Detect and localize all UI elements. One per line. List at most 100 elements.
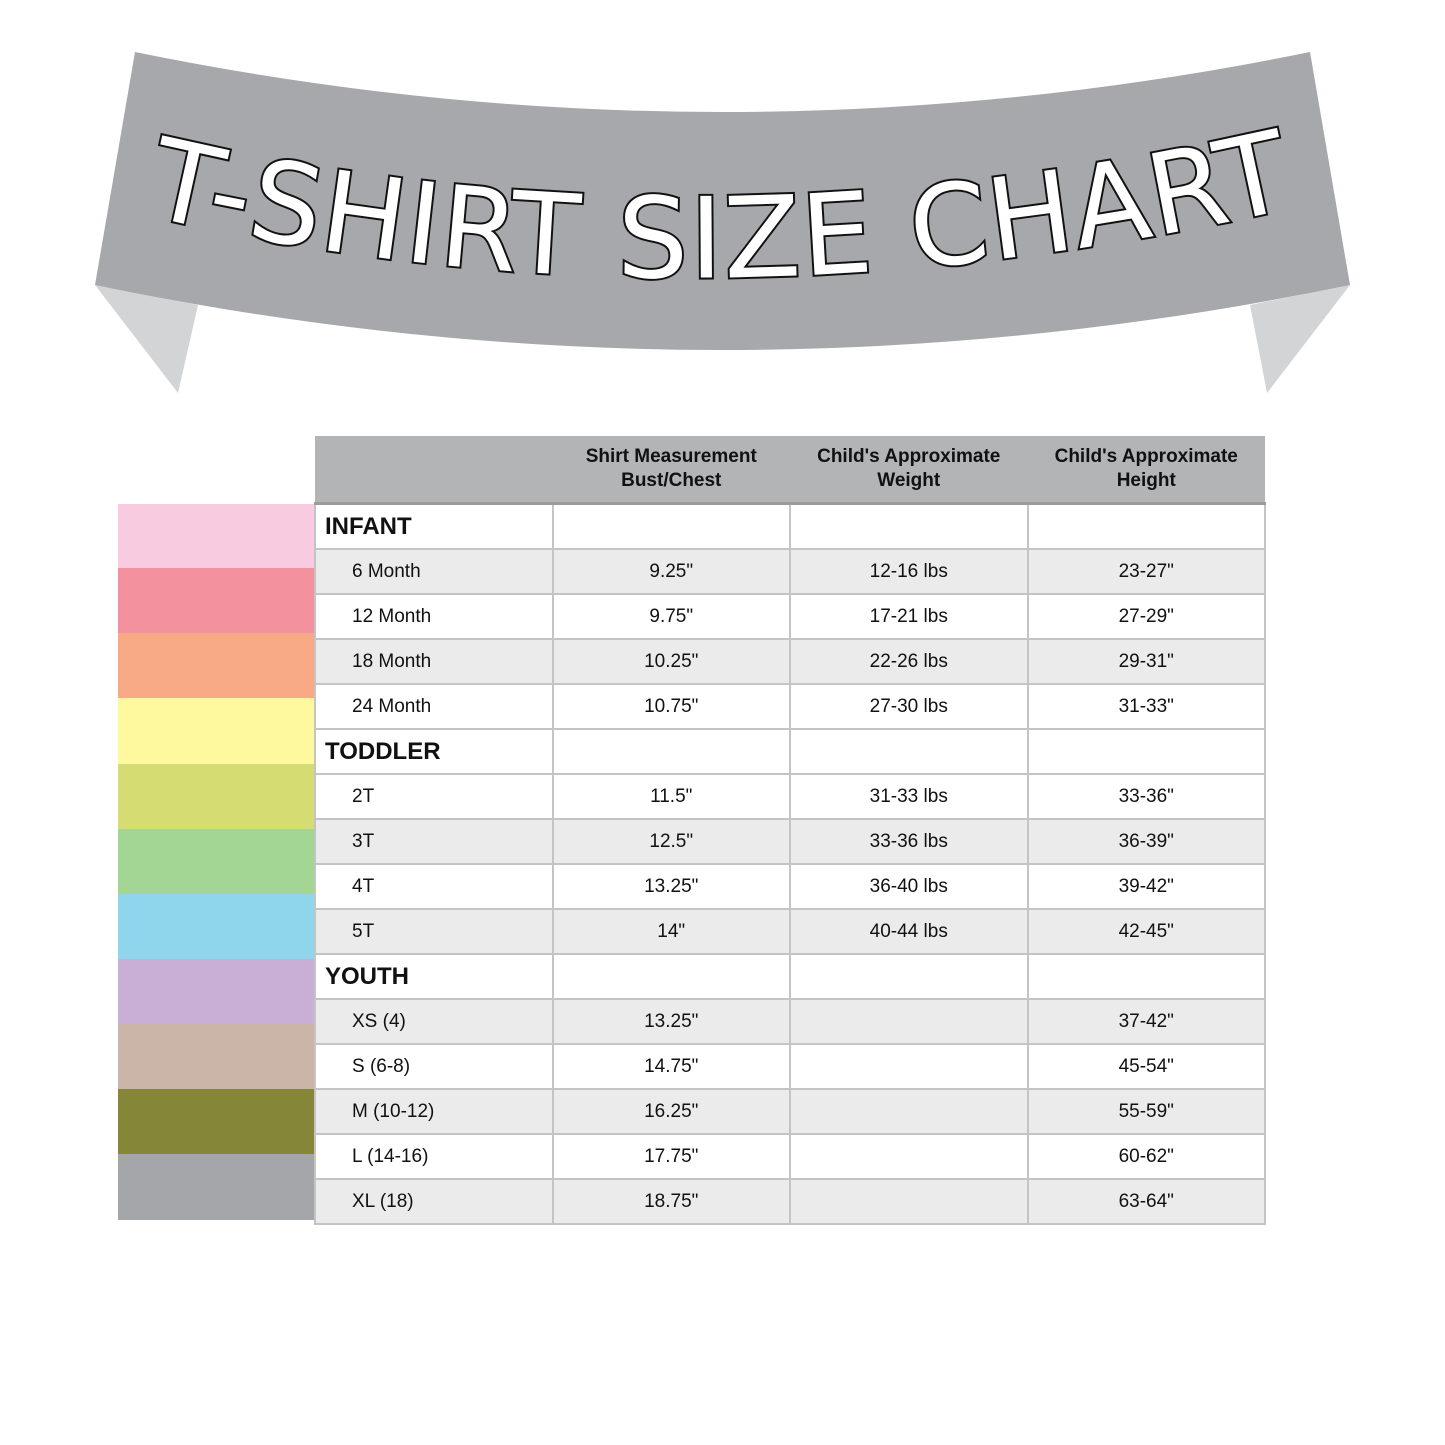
table-cell: 42-45" xyxy=(1026,908,1266,955)
color-swatch xyxy=(118,829,314,894)
table-cell: 39-42" xyxy=(1026,863,1266,910)
color-swatch xyxy=(118,504,314,568)
size-label: 2T xyxy=(314,773,554,820)
table-cell xyxy=(789,1178,1029,1225)
table-cell: 33-36" xyxy=(1026,773,1266,820)
table-cell: 12-16 lbs xyxy=(789,548,1029,595)
table-cell: 16.25" xyxy=(551,1088,791,1135)
table-cell xyxy=(1026,502,1266,550)
table-row: 18 Month 10.25" 22-26 lbs 29-31" xyxy=(314,638,1266,685)
color-swatch xyxy=(118,1024,314,1089)
size-label: L (14-16) xyxy=(314,1133,554,1180)
color-swatch xyxy=(118,894,314,959)
group-header-row: INFANT xyxy=(314,502,1266,550)
table-row: 24 Month 10.75" 27-30 lbs 31-33" xyxy=(314,683,1266,730)
color-swatch xyxy=(118,568,314,633)
size-label: 6 Month xyxy=(314,548,554,595)
color-swatch xyxy=(118,698,314,764)
table-cell: 17-21 lbs xyxy=(789,593,1029,640)
table-cell: 10.75" xyxy=(551,683,791,730)
size-label: XS (4) xyxy=(314,998,554,1045)
banner-left-tail xyxy=(95,285,198,393)
size-label: 18 Month xyxy=(314,638,554,685)
size-label: 4T xyxy=(314,863,554,910)
banner-right-tail xyxy=(1250,285,1350,393)
table-header-row: Shirt Measurement Bust/Chest Child's Appr… xyxy=(315,436,1265,505)
table-row: 12 Month 9.75" 17-21 lbs 27-29" xyxy=(314,593,1266,640)
table-cell: 29-31" xyxy=(1026,638,1266,685)
table-cell xyxy=(789,1043,1029,1090)
table-cell: 10.25" xyxy=(551,638,791,685)
table-cell: 55-59" xyxy=(1026,1088,1266,1135)
color-swatch xyxy=(118,1154,314,1220)
size-label: 12 Month xyxy=(314,593,554,640)
table-cell: 12.5" xyxy=(551,818,791,865)
table-cell xyxy=(551,728,791,775)
group-header-row: YOUTH xyxy=(314,953,1266,1000)
table-cell: 18.75" xyxy=(551,1178,791,1225)
size-label: 3T xyxy=(314,818,554,865)
table-cell: 31-33" xyxy=(1026,683,1266,730)
table-cell xyxy=(551,502,791,550)
table-cell: 11.5" xyxy=(551,773,791,820)
column-header: Shirt Measurement Bust/Chest xyxy=(552,436,790,505)
table-row: L (14-16) 17.75" 60-62" xyxy=(314,1133,1266,1180)
table-cell: 27-29" xyxy=(1026,593,1266,640)
table-cell: 40-44 lbs xyxy=(789,908,1029,955)
table-cell: 36-39" xyxy=(1026,818,1266,865)
title-banner: T-SHIRT SIZE CHART xyxy=(95,52,1350,393)
group-header-row: TODDLER xyxy=(314,728,1266,775)
table-row: 3T 12.5" 33-36 lbs 36-39" xyxy=(314,818,1266,865)
table-cell: 9.75" xyxy=(551,593,791,640)
banner-ribbon xyxy=(95,52,1350,350)
table-cell: 60-62" xyxy=(1026,1133,1266,1180)
group-label: YOUTH xyxy=(314,953,554,1000)
table-cell: 23-27" xyxy=(1026,548,1266,595)
group-label: TODDLER xyxy=(314,728,554,775)
table-row: 4T 13.25" 36-40 lbs 39-42" xyxy=(314,863,1266,910)
table-cell xyxy=(789,998,1029,1045)
table-cell: 31-33 lbs xyxy=(789,773,1029,820)
table-cell: 13.25" xyxy=(551,998,791,1045)
color-swatch xyxy=(118,959,314,1024)
table-row: S (6-8) 14.75" 45-54" xyxy=(314,1043,1266,1090)
size-label: M (10-12) xyxy=(314,1088,554,1135)
table-row: 2T 11.5" 31-33 lbs 33-36" xyxy=(314,773,1266,820)
table-cell: 14" xyxy=(551,908,791,955)
table-cell: 33-36 lbs xyxy=(789,818,1029,865)
table-cell xyxy=(789,1133,1029,1180)
table-cell: 22-26 lbs xyxy=(789,638,1029,685)
table-cell xyxy=(1026,953,1266,1000)
table-cell: 45-54" xyxy=(1026,1043,1266,1090)
group-label: INFANT xyxy=(314,502,554,550)
table-row: M (10-12) 16.25" 55-59" xyxy=(314,1088,1266,1135)
table-cell: 63-64" xyxy=(1026,1178,1266,1225)
table-cell: 14.75" xyxy=(551,1043,791,1090)
table-cell xyxy=(789,953,1029,1000)
table-row: 6 Month 9.25" 12-16 lbs 23-27" xyxy=(314,548,1266,595)
table-cell: 13.25" xyxy=(551,863,791,910)
table-cell: 37-42" xyxy=(1026,998,1266,1045)
size-label: 24 Month xyxy=(314,683,554,730)
size-label: XL (18) xyxy=(314,1178,554,1225)
column-header xyxy=(315,436,553,505)
table-row: XS (4) 13.25" 37-42" xyxy=(314,998,1266,1045)
table-cell: 36-40 lbs xyxy=(789,863,1029,910)
column-header: Child's Approximate Weight xyxy=(790,436,1028,505)
size-label: S (6-8) xyxy=(314,1043,554,1090)
table-cell xyxy=(789,728,1029,775)
table-row: 5T 14" 40-44 lbs 42-45" xyxy=(314,908,1266,955)
color-swatch xyxy=(118,764,314,829)
table-row: XL (18) 18.75" 63-64" xyxy=(314,1178,1266,1225)
size-chart-table: Shirt Measurement Bust/Chest Child's Appr… xyxy=(314,436,1266,1225)
size-label: 5T xyxy=(314,908,554,955)
color-swatch xyxy=(118,1089,314,1154)
table-cell xyxy=(1026,728,1266,775)
table-cell: 17.75" xyxy=(551,1133,791,1180)
column-header: Child's Approximate Height xyxy=(1027,436,1265,505)
table-cell: 9.25" xyxy=(551,548,791,595)
table-cell xyxy=(551,953,791,1000)
color-swatch xyxy=(118,633,314,698)
table-cell xyxy=(789,1088,1029,1135)
table-cell xyxy=(789,502,1029,550)
